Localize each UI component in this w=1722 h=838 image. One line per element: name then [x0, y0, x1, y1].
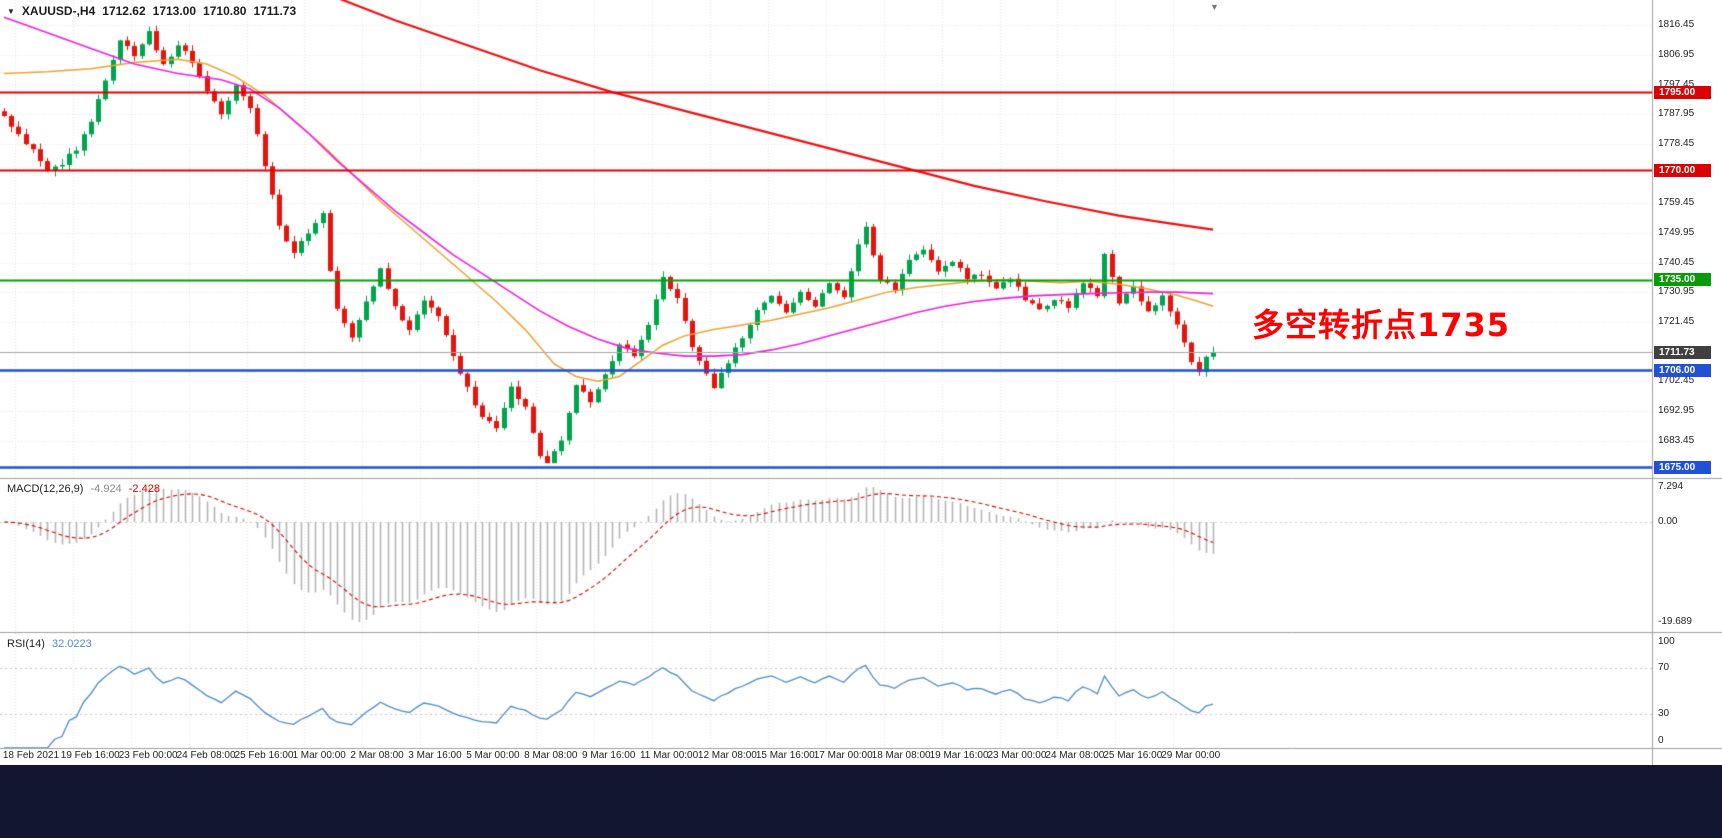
- price-tick-label: 1740.45: [1658, 256, 1695, 268]
- price-tick-label: 1683.45: [1658, 434, 1695, 446]
- rsi-axis-label: 100: [1658, 636, 1675, 647]
- time-axis-label: 8 Mar 08:00: [524, 750, 578, 761]
- macd-axis-label: 0.00: [1658, 516, 1678, 527]
- rsi-name: RSI(14): [7, 638, 45, 650]
- price-tick-label: 1721.45: [1658, 315, 1695, 327]
- time-axis-label: 23 Feb 00:00: [118, 750, 178, 761]
- price-tick-label: 1806.95: [1658, 48, 1695, 60]
- price-tick-label: 1749.95: [1658, 226, 1695, 238]
- price-tick-label: 1759.45: [1658, 197, 1695, 209]
- time-axis-label: 2 Mar 08:00: [350, 750, 404, 761]
- macd-name: MACD(12,26,9): [7, 483, 84, 495]
- price-tick-label: 1816.45: [1658, 19, 1695, 31]
- price-tick-label: 1778.45: [1658, 137, 1695, 149]
- time-axis-label: 19 Feb 16:00: [60, 750, 120, 761]
- chart-shift-marker-icon[interactable]: ▼: [1210, 2, 1219, 12]
- macd-axis-label: -19.689: [1658, 616, 1692, 627]
- open-value: 1712.62: [102, 4, 146, 18]
- low-value: 1710.80: [203, 4, 247, 18]
- rsi-value: 32.0223: [51, 638, 92, 650]
- macd-axis-label: 7.294: [1658, 481, 1684, 492]
- high-value: 1713.00: [152, 4, 197, 18]
- current-price-badge: 1711.73: [1654, 345, 1711, 359]
- time-axis-label: 24 Feb 08:00: [176, 750, 236, 761]
- price-level-badge: 1770.00: [1654, 163, 1711, 177]
- time-axis-label: 11 Mar 00:00: [639, 750, 699, 761]
- macd-signal-value: -2.428: [128, 483, 160, 495]
- rsi-axis-label: 0: [1658, 735, 1664, 746]
- macd-main-value: -4.924: [90, 483, 122, 495]
- price-level-badge: 1795.00: [1654, 85, 1711, 99]
- time-axis-label: 3 Mar 16:00: [408, 750, 462, 761]
- rsi-axis-label: 70: [1658, 661, 1670, 673]
- price-tick-label: 1692.95: [1658, 404, 1695, 416]
- time-axis-label: 1 Mar 00:00: [292, 750, 346, 761]
- time-axis-label: 29 Mar 00:00: [1161, 750, 1221, 761]
- time-axis-label: 12 Mar 08:00: [697, 750, 757, 761]
- chart-canvas[interactable]: [0, 0, 1722, 765]
- bottom-dark-strip: [0, 765, 1722, 838]
- price-tick-label: 1702.45: [1658, 375, 1695, 387]
- price-tick-label: 1730.95: [1658, 286, 1695, 298]
- time-axis-label: 17 Mar 00:00: [813, 750, 873, 761]
- time-axis-label: 19 Mar 16:00: [929, 750, 989, 761]
- rsi-axis-label: 30: [1658, 707, 1670, 719]
- time-axis-label: 15 Mar 16:00: [755, 750, 815, 761]
- time-axis-label: 25 Feb 16:00: [234, 750, 294, 761]
- time-axis-label: 23 Mar 00:00: [987, 750, 1047, 761]
- time-axis-label: 18 Mar 08:00: [871, 750, 931, 761]
- rsi-indicator-label: RSI(14) 32.0223: [7, 638, 96, 650]
- symbol-ohlc-readout: ▼ XAUUSD-,H4 1712.62 1713.00 1710.80 171…: [7, 4, 296, 18]
- symbol-timeframe-label: XAUUSD-,H4: [21, 4, 96, 18]
- time-axis-label: 18 Feb 2021: [2, 750, 60, 761]
- price-level-badge: 1706.00: [1654, 363, 1711, 377]
- price-tick-label: 1787.95: [1658, 108, 1695, 120]
- macd-indicator-label: MACD(12,26,9) -4.924 -2.428: [7, 483, 164, 495]
- time-axis-label: 5 Mar 00:00: [466, 750, 520, 761]
- close-value: 1711.73: [253, 4, 297, 18]
- time-axis-label: 25 Mar 16:00: [1103, 750, 1163, 761]
- price-tick-label: 1797.45: [1658, 78, 1695, 90]
- price-level-badge: 1675.00: [1654, 460, 1711, 474]
- time-axis-label: 9 Mar 16:00: [582, 750, 636, 761]
- price-level-badge: 1735.00: [1654, 273, 1711, 287]
- symbol-dropdown-icon[interactable]: ▼: [7, 6, 15, 16]
- chart-annotation-text[interactable]: 多空转折点1735: [1252, 306, 1511, 344]
- time-axis-label: 24 Mar 08:00: [1045, 750, 1105, 761]
